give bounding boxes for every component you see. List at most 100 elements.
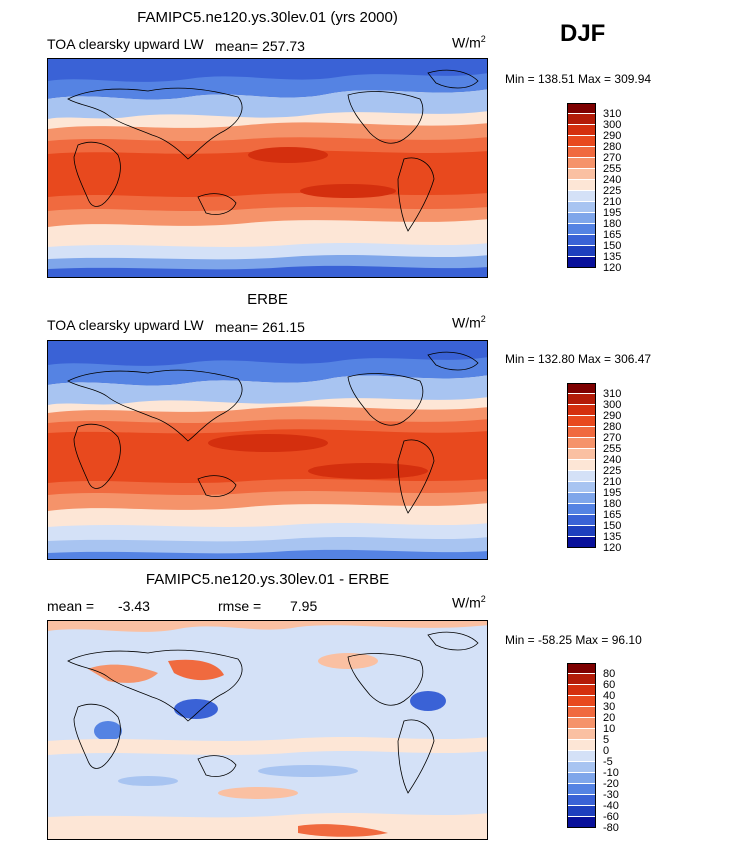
panel2-subtitle: TOA clearsky upward LW [47, 317, 204, 333]
colorbar-swatch [567, 526, 596, 537]
panel3-colorbar: 80 60 40 30 20 10 5 0 -5 -10 -20 -30 -40 -60 -80 [567, 663, 619, 834]
season-label: DJF [560, 20, 606, 47]
colorbar-swatch [567, 202, 596, 213]
colorbar-tick-label: 150 [603, 240, 622, 252]
colorbar-tick-label: 0 [603, 745, 610, 757]
colorbar-tick-label: -5 [603, 756, 613, 768]
colorbar-swatch [567, 751, 596, 762]
colorbar-tick-label: 270 [603, 432, 622, 444]
colorbar-swatch [567, 416, 596, 427]
colorbar-tick-label: 165 [603, 509, 622, 521]
colorbar-tick-label: 310 [603, 388, 622, 400]
panel2-map [47, 340, 488, 560]
colorbar-tick-label: 80 [603, 668, 616, 680]
colorbar-swatch [567, 718, 596, 729]
panel1-map [47, 58, 488, 278]
colorbar-swatch [567, 103, 596, 114]
colorbar-tick-label: 290 [603, 130, 622, 142]
colorbar-swatch [567, 158, 596, 169]
colorbar-swatch [567, 147, 596, 158]
colorbar-tick-label: 180 [603, 498, 622, 510]
colorbar-swatch [567, 169, 596, 180]
colorbar-swatch [567, 114, 596, 125]
colorbar-tick-label: 280 [603, 141, 622, 153]
panel1-units: W/m2 [452, 34, 486, 51]
panel3-mean-value: -3.43 [118, 598, 150, 614]
colorbar-tick-label: 300 [603, 399, 622, 411]
colorbar-swatch [567, 246, 596, 257]
colorbar-swatch [567, 795, 596, 806]
colorbar-tick-label: 270 [603, 152, 622, 164]
colorbar-frame [567, 663, 596, 828]
colorbar-swatch [567, 394, 596, 405]
panel2-title: ERBE [247, 291, 288, 308]
colorbar-tick-label: 225 [603, 465, 622, 477]
colorbar-tick-label: 135 [603, 251, 622, 263]
panel1-mean: mean= 257.73 [215, 38, 305, 54]
colorbar-swatch [567, 235, 596, 246]
colorbar-swatch [567, 685, 596, 696]
colorbar-tick-label: 255 [603, 163, 622, 175]
colorbar-swatch [567, 191, 596, 202]
panel2-units: W/m2 [452, 314, 486, 331]
colorbar-tick-label: -40 [603, 800, 619, 812]
panel1-title: FAMIPC5.ne120.ys.30lev.01 (yrs 2000) [137, 9, 398, 26]
colorbar-swatch [567, 482, 596, 493]
colorbar-tick-label: 195 [603, 487, 622, 499]
colorbar-tick-label: -30 [603, 789, 619, 801]
colorbar-frame [567, 103, 596, 268]
colorbar-tick-label: 40 [603, 690, 616, 702]
colorbar-tick-label: 5 [603, 734, 610, 746]
panel1-map-svg [48, 59, 487, 277]
colorbar-swatch [567, 224, 596, 235]
panel3-map-svg [48, 621, 487, 839]
colorbar-frame [567, 383, 596, 548]
panel3-title: FAMIPC5.ne120.ys.30lev.01 - ERBE [145, 571, 390, 588]
colorbar-tick-label: 150 [603, 520, 622, 532]
colorbar-swatch [567, 125, 596, 136]
colorbar-tick-label: 180 [603, 218, 622, 230]
colorbar-swatch [567, 405, 596, 416]
colorbar-tick-label: 135 [603, 531, 622, 543]
colorbar-tick-label: 240 [603, 174, 622, 186]
colorbar-tick-label: -80 [603, 822, 619, 834]
colorbar-swatch [567, 663, 596, 674]
colorbar-swatch [567, 493, 596, 504]
colorbar-tick-label: 60 [603, 679, 616, 691]
colorbar-tick-label: 210 [603, 476, 622, 488]
colorbar-tick-label: 225 [603, 185, 622, 197]
panel2-colorbar: 310 300 290 280 270 255 240 225 210 195 180 165 150 1… [567, 383, 621, 554]
panel3-mean-label: mean = [47, 598, 95, 614]
colorbar-tick-label: -10 [603, 767, 619, 779]
colorbar-tick-label: 20 [603, 712, 616, 724]
panel2-minmax: Min = 132.80 Max = 306.47 [505, 352, 652, 366]
colorbar-tick-label: 10 [603, 723, 616, 735]
colorbar-swatch [567, 438, 596, 449]
colorbar-swatch [567, 696, 596, 707]
colorbar-swatch [567, 213, 596, 224]
colorbar-swatch [567, 773, 596, 784]
colorbar-tick-label: 255 [603, 443, 622, 455]
colorbar-tick-label: -60 [603, 811, 619, 823]
colorbar-tick-label: 310 [603, 108, 622, 120]
colorbar-swatch [567, 180, 596, 191]
panel3-map [47, 620, 488, 840]
colorbar-swatch [567, 674, 596, 685]
colorbar-swatch [567, 460, 596, 471]
colorbar-swatch [567, 707, 596, 718]
colorbar-tick-label: 240 [603, 454, 622, 466]
panel3-units: W/m2 [452, 594, 486, 611]
colorbar-swatch [567, 449, 596, 460]
colorbar-swatch [567, 762, 596, 773]
colorbar-swatch [567, 471, 596, 482]
colorbar-tick-label: 195 [603, 207, 622, 219]
colorbar-tick-label: 210 [603, 196, 622, 208]
panel1-minmax: Min = 138.51 Max = 309.94 [505, 72, 652, 86]
colorbar-swatch [567, 740, 596, 751]
panel3-minmax: Min = -58.25 Max = 96.10 [505, 633, 642, 647]
colorbar-tick-label: 30 [603, 701, 616, 713]
panel3-rmse-label: rmse = [218, 598, 262, 614]
panel2-mean: mean= 261.15 [215, 319, 305, 335]
colorbar-swatch [567, 427, 596, 438]
colorbar-tick-label: 290 [603, 410, 622, 422]
